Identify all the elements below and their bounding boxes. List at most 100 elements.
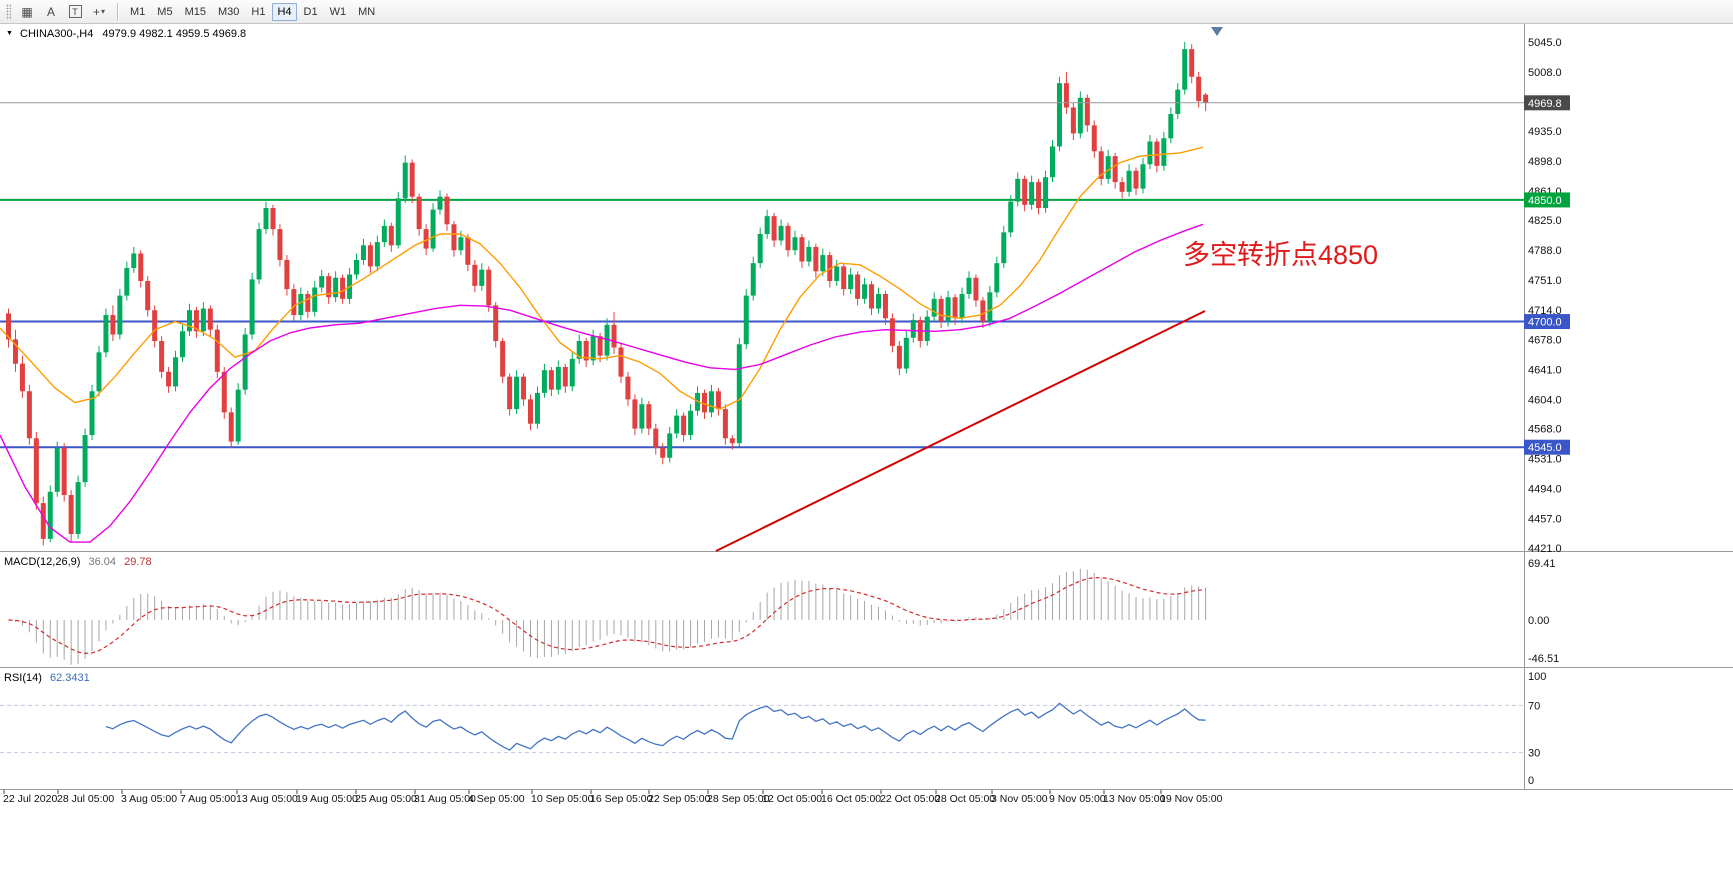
candle-body	[660, 448, 666, 458]
candle-body	[813, 246, 819, 272]
timeframe-button-h1[interactable]: H1	[246, 3, 270, 21]
timeframe-button-m15[interactable]: M15	[180, 3, 211, 21]
timeframe-button-w1[interactable]: W1	[325, 3, 352, 21]
chart-grid-icon: ▦	[21, 4, 33, 19]
chart-shift-marker	[1211, 27, 1223, 36]
price-tick-label: 4457.0	[1528, 514, 1562, 526]
candle-body	[263, 208, 269, 230]
candle-body	[1091, 125, 1097, 152]
candle-body	[681, 415, 687, 436]
timeframe-button-h4[interactable]: H4	[272, 2, 297, 21]
candle-body	[994, 263, 1000, 293]
candle-body	[855, 274, 861, 299]
toolbar-drag-handle[interactable]	[6, 3, 11, 20]
template-button[interactable]: T	[64, 2, 86, 22]
crosshair-button[interactable]: + ▾	[88, 2, 110, 22]
candle-body	[806, 246, 812, 262]
chart-grid-button[interactable]: ▦	[16, 2, 38, 22]
candle-body	[541, 370, 547, 393]
candle-body	[931, 298, 937, 317]
candle-body	[1022, 178, 1028, 205]
candle-body	[75, 482, 81, 534]
candle-body	[110, 315, 116, 335]
macd-signal-value: 29.78	[124, 556, 152, 568]
price-tick-label: 4898.0	[1528, 156, 1562, 168]
candle-body	[89, 391, 95, 436]
candle-body	[618, 347, 624, 377]
candle-body	[597, 336, 603, 356]
price-tick-label: 4825.0	[1528, 215, 1562, 227]
candle-body	[82, 435, 88, 483]
rsi-indicator-label: RSI(14) 62.3431	[4, 672, 90, 684]
macd-axis-label: -46.51	[1528, 653, 1559, 665]
time-axis-label: 19 Nov 05:00	[1160, 793, 1223, 805]
timeframe-button-mn[interactable]: MN	[353, 3, 380, 21]
timeframe-button-m30[interactable]: M30	[213, 3, 244, 21]
candle-body	[1147, 141, 1153, 165]
time-axis-label: 28 Sep 05:00	[707, 793, 770, 805]
candle-body	[820, 255, 826, 272]
candle-body	[729, 438, 735, 444]
candle-body	[646, 404, 652, 429]
candle-body	[47, 491, 53, 539]
candle-body	[145, 281, 151, 311]
macd-main-value: 36.04	[88, 556, 117, 568]
symbol-dropdown-icon[interactable]: ▼	[6, 30, 13, 37]
candle-body	[632, 399, 638, 429]
time-axis-label: 16 Sep 05:00	[590, 793, 653, 805]
candle-body	[472, 264, 478, 286]
candle-body	[242, 334, 248, 390]
time-axis-label: 13 Aug 05:00	[236, 793, 298, 805]
candle-body	[1063, 83, 1069, 108]
candle-body	[903, 337, 909, 369]
candle-body	[333, 277, 339, 298]
time-axis-label: 4 Sep 05:00	[468, 793, 525, 805]
candle-body	[590, 336, 596, 361]
candle-body	[869, 284, 875, 309]
candle-body	[834, 266, 840, 282]
candle-body	[1077, 97, 1083, 134]
macd-axis-label: 0.00	[1528, 615, 1549, 627]
rsi-value: 62.3431	[49, 672, 90, 684]
timeframe-button-d1[interactable]: D1	[299, 3, 323, 21]
text-label-button[interactable]: A	[40, 2, 62, 22]
candle-body	[987, 292, 993, 322]
crosshair-icon: +	[92, 4, 100, 19]
timeframe-button-m5[interactable]: M5	[152, 3, 177, 21]
candle-body	[117, 295, 123, 335]
candle-body	[785, 225, 791, 251]
timeframe-button-m1[interactable]: M1	[125, 3, 150, 21]
candle-body	[40, 503, 46, 539]
candle-body	[674, 415, 680, 434]
candle-body	[402, 162, 408, 199]
candle-body	[653, 428, 659, 449]
candle-body	[312, 287, 318, 312]
candle-body	[1008, 201, 1014, 233]
candle-body	[319, 276, 325, 288]
candle-body	[103, 315, 109, 353]
candle-body	[1112, 156, 1118, 183]
price-tick-label: 4678.0	[1528, 334, 1562, 346]
candle-body	[799, 237, 805, 262]
price-axis-drag-area[interactable]	[1525, 24, 1733, 789]
toolbar: ▦ A T + ▾ M1 M5 M15 M30 H1 H4 D1 W1 MN	[0, 0, 1733, 24]
dropdown-caret-icon: ▾	[101, 7, 106, 16]
candle-body	[889, 318, 895, 346]
macd-signal-line	[8, 576, 1206, 655]
level-badge-4850-text: 4850.0	[1528, 195, 1562, 207]
candle-body	[952, 297, 958, 319]
candle-body	[882, 293, 888, 319]
candle-body	[221, 371, 227, 413]
candle-body	[973, 277, 979, 301]
candle-body	[138, 253, 144, 282]
rsi-axis-label: 100	[1528, 671, 1546, 683]
candle-body	[1036, 182, 1042, 209]
time-axis-drag-area[interactable]	[0, 790, 1733, 812]
time-axis-label: 16 Oct 05:00	[821, 793, 881, 805]
candle-body	[722, 409, 728, 439]
candle-body	[152, 310, 158, 342]
candle-body	[576, 341, 582, 359]
candle-body	[910, 319, 916, 338]
